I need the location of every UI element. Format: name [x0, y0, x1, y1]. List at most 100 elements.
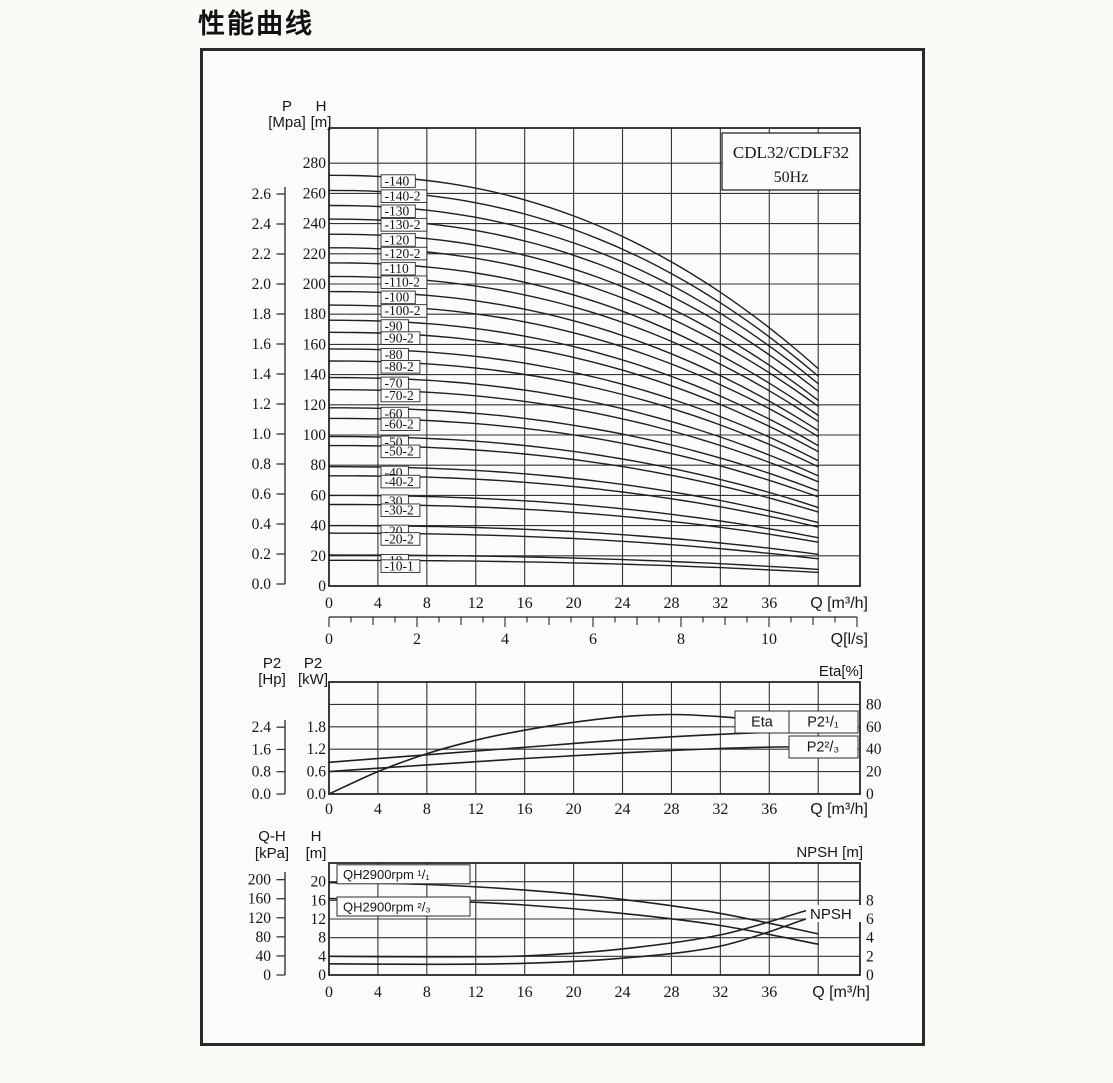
axis-tick-label: 2.6 [252, 186, 272, 203]
axis-title: P2 [263, 655, 281, 672]
axis-tick-label: 28 [663, 595, 679, 612]
axis-tick-label: 0.4 [252, 516, 272, 533]
series-label: P2²/₃ [807, 740, 840, 756]
curve [328, 435, 819, 509]
curve [328, 524, 819, 555]
curve-label: -100 [385, 290, 410, 305]
axis-tick-label: 80 [256, 929, 272, 946]
axis-tick-label: 1.2 [307, 741, 326, 758]
curve-label: -60-2 [385, 416, 414, 431]
qh-11-label-box [336, 864, 471, 885]
axis-tick-label: 1.6 [252, 741, 272, 758]
series-label: P2¹/₁ [807, 715, 839, 731]
axis-title: Q-H [258, 828, 286, 845]
curve-label: -90-2 [385, 330, 414, 345]
axis-tick-label: 100 [303, 427, 327, 444]
curve [328, 909, 807, 958]
axis-tick-label: 4 [866, 930, 874, 947]
axis-title: Q [m³/h] [812, 984, 870, 1001]
axis-tick-label: 32 [712, 984, 728, 1001]
axis-tick-label: 0 [325, 984, 333, 1001]
axis-tick-label: 20 [566, 595, 582, 612]
axis-tick-label: 1.4 [252, 366, 272, 383]
axis-title: [kPa] [255, 845, 289, 862]
axis-tick-label: 0 [325, 631, 333, 648]
curve-label-box [380, 331, 421, 345]
axis-tick-label: 2 [413, 631, 421, 648]
axis-tick-label: 8 [423, 595, 431, 612]
axis-tick-label: 1.2 [252, 396, 271, 413]
curve-label: -100-2 [385, 303, 421, 318]
curve [328, 918, 807, 966]
axis-tick-label: 2.0 [252, 276, 272, 293]
curve-label-box [380, 388, 421, 403]
plot-border [328, 681, 861, 795]
curve-label: -110-2 [385, 275, 421, 290]
series-label: NPSH [810, 906, 852, 923]
axis-title: [kW] [298, 671, 328, 688]
axis-tick-label: 4 [374, 595, 382, 612]
axis-tick-label: 0.2 [252, 546, 271, 563]
curve [328, 376, 819, 477]
curve-label: -80-2 [385, 359, 414, 374]
axis-tick-label: 4 [374, 984, 382, 1001]
axis-tick-label: 0 [318, 967, 326, 984]
curve-label: -80 [385, 347, 403, 362]
axis-tick-label: 200 [303, 276, 327, 293]
series-label: Eta [751, 715, 774, 731]
axis-tick-label: 12 [468, 801, 484, 818]
axis-tick-label: 16 [517, 984, 533, 1001]
curve-label-box [380, 290, 416, 305]
axis-tick-label: 0.0 [252, 576, 272, 593]
curve-label: -140-2 [385, 188, 421, 203]
curve-label-box [380, 360, 421, 374]
axis-tick-label: 140 [303, 367, 327, 384]
axis-tick-label: 260 [303, 185, 327, 202]
axis-tick-label: 80 [311, 457, 327, 474]
axis-tick-label: 6 [866, 911, 874, 928]
axis-tick-label: 1.8 [252, 306, 272, 323]
curve-label: -90 [385, 318, 403, 333]
curve-label: -130-2 [385, 217, 421, 232]
curve-label: -130 [385, 204, 410, 219]
axis-tick-label: 0.8 [252, 764, 272, 781]
axis-tick-label: 8 [423, 801, 431, 818]
axis-tick-label: 20 [566, 801, 582, 818]
curve-label-box [380, 218, 428, 232]
p2-23-label-box [788, 735, 859, 759]
axis-title: Q [m³/h] [810, 801, 868, 818]
model-box [721, 132, 861, 191]
axis-tick-label: 60 [311, 487, 327, 504]
axis-tick-label: 220 [303, 246, 327, 263]
axis-tick-label: 8 [423, 984, 431, 1001]
axis-tick-label: 24 [615, 984, 631, 1001]
curve-label-box [380, 246, 428, 261]
curve-label-box [380, 559, 421, 573]
curve [328, 494, 819, 539]
p2-11-label-box [788, 710, 859, 734]
axis-tick-label: 20 [566, 984, 582, 1001]
axis-tick-label: 0.0 [252, 786, 272, 803]
axis-tick-label: 2 [866, 948, 874, 965]
curve-label-box [380, 275, 428, 290]
axis-tick-label: 1.0 [252, 426, 272, 443]
axis-tick-label: 2.4 [252, 216, 272, 233]
axis-tick-label: 20 [311, 548, 327, 565]
curve-label: -140 [385, 173, 410, 188]
axis-tick-label: 160 [248, 891, 272, 908]
curve-label: -70 [385, 376, 403, 391]
curve-label-box [380, 233, 416, 247]
axis-tick-label: 80 [866, 696, 882, 713]
axis-tick-label: 36 [761, 595, 777, 612]
chart-frame [200, 48, 925, 1046]
curve-label: -120 [385, 232, 410, 247]
frequency-label: 50Hz [774, 169, 809, 186]
curve-label-box [380, 474, 421, 489]
axis-title: H [311, 828, 322, 845]
axis-title: Q [m³/h] [810, 595, 868, 612]
curve [328, 745, 819, 773]
axis-tick-label: 0.6 [307, 764, 327, 781]
axis-tick-label: 1.8 [307, 719, 327, 736]
axis-title: Q[l/s] [831, 631, 868, 648]
axis-tick-label: 10 [761, 631, 777, 648]
